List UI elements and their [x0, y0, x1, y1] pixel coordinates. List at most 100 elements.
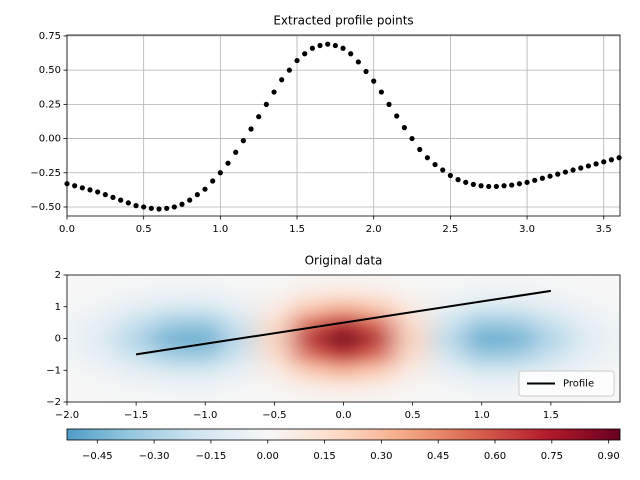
contour-cell [429, 394, 465, 402]
contour-cell [291, 346, 327, 363]
contour-cell [326, 282, 362, 300]
profile-point [271, 89, 277, 95]
contour-cell [84, 394, 120, 402]
contour-cell [153, 330, 189, 347]
contour-cell [360, 330, 396, 347]
contour-cell [568, 394, 604, 402]
y-tick-label: 1 [55, 302, 61, 313]
profile-point [179, 201, 185, 207]
contour-cell [291, 330, 327, 347]
profile-point [141, 204, 147, 210]
contour-cell [291, 378, 327, 395]
profile-point [601, 159, 607, 165]
profile-point [616, 155, 622, 161]
contour-cell [187, 314, 224, 332]
contour-cell [533, 282, 569, 300]
colorbar-tick-label: −0.45 [82, 451, 113, 462]
x-tick-label: −1.0 [193, 410, 217, 421]
profile-point [171, 204, 177, 210]
contour-cell [360, 378, 396, 395]
contour-cell [67, 378, 85, 395]
legend-box [518, 370, 615, 397]
contour-cell [499, 275, 535, 284]
profile-point [102, 192, 108, 198]
contour-cell [568, 314, 604, 332]
contour-cell [464, 282, 500, 300]
profile-point [294, 57, 300, 64]
profile-point [547, 173, 553, 179]
y-tick-label: −0.50 [30, 202, 61, 213]
contour-cell [222, 298, 258, 316]
contour-cell [533, 346, 569, 363]
contour-cell [118, 275, 154, 284]
contour-cell [429, 282, 465, 300]
contour-cell [602, 314, 620, 332]
profile-point [110, 194, 116, 200]
y-tick-label: 0.00 [39, 134, 61, 145]
profile-point [578, 165, 584, 171]
contour-cell [464, 394, 500, 402]
contour-cell [84, 362, 120, 379]
profile-point [225, 160, 231, 166]
colorbar-tick-label: −0.15 [196, 451, 227, 462]
colorbar-tick-label: 0.45 [427, 451, 449, 462]
contour-cell [187, 282, 224, 300]
x-tick-label: 3.0 [519, 224, 535, 235]
contour-cell [429, 314, 465, 332]
profile-point [501, 183, 507, 189]
profile-point [340, 45, 346, 51]
contour-cell [395, 330, 431, 347]
x-tick-label: 1.5 [289, 224, 305, 235]
colorbar-tick-label: 0.60 [484, 451, 506, 462]
profile-point [286, 67, 292, 73]
contour-cell [499, 314, 535, 332]
contour-cell [257, 346, 293, 363]
contour-cell [257, 282, 293, 300]
contour-cell [84, 330, 120, 347]
contour-cell [222, 314, 258, 332]
contour-cell [499, 394, 535, 402]
contour-cell [533, 394, 569, 402]
colorbar-tick-label: 0.90 [598, 451, 620, 462]
contour-cell [568, 282, 604, 300]
contour-cell [67, 298, 85, 316]
profile-point [363, 68, 369, 75]
contour-cell [499, 346, 535, 363]
profile-point [394, 113, 400, 119]
contour-cell [499, 330, 535, 347]
contour-cell [153, 282, 189, 300]
contour-cell [326, 298, 362, 316]
profile-point [417, 146, 423, 153]
contour-cell [118, 314, 154, 332]
profile-point [263, 101, 269, 107]
profile-point [463, 179, 469, 185]
contour-cell [360, 346, 396, 363]
contour-cell [464, 275, 500, 284]
profile-point [256, 114, 262, 120]
contour-cell [257, 362, 293, 379]
x-tick-label: 0.0 [336, 410, 352, 421]
y-tick-label: 0.25 [39, 99, 61, 110]
contour-cell [153, 378, 189, 395]
colorbar-tick-label: 0.30 [370, 451, 392, 462]
x-tick-label: 1.0 [474, 410, 490, 421]
contour-cell [395, 275, 431, 284]
x-tick-label: 2.0 [366, 224, 382, 235]
contour-cell [187, 298, 224, 316]
contour-cell [429, 378, 465, 395]
profile-point [555, 171, 561, 177]
y-tick-label: −1 [46, 365, 61, 376]
contour-cell [118, 298, 154, 316]
contour-cell [395, 314, 431, 332]
profile-point [440, 167, 446, 173]
contour-cell [395, 378, 431, 395]
x-tick-label: 1.0 [212, 224, 228, 235]
profile-point [302, 51, 308, 57]
profile-point [585, 163, 592, 169]
contour-cell [84, 275, 120, 284]
contour-cell [67, 362, 85, 379]
colorbar-tick-label: 0.75 [541, 451, 563, 462]
contour-cell [84, 282, 120, 300]
x-tick-label: −0.5 [262, 410, 286, 421]
profile-point [79, 185, 85, 191]
